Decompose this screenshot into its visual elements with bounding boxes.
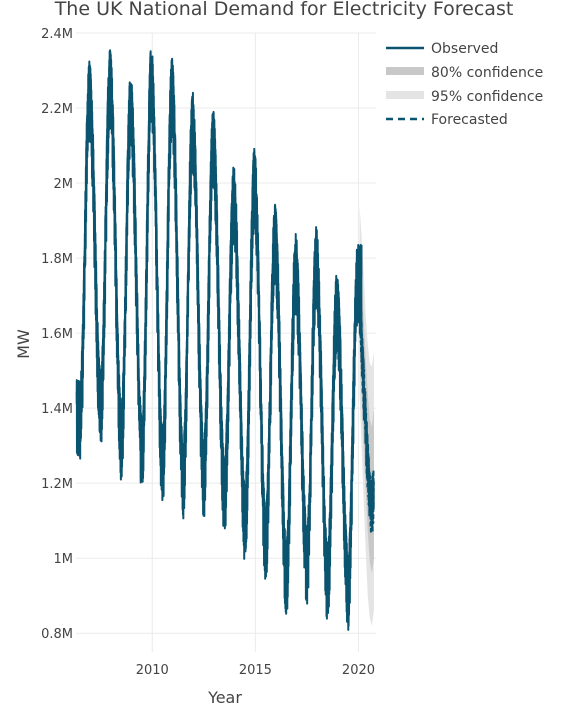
observed-series-group bbox=[75, 49, 363, 631]
legend-80-confidence-label: 80% confidence bbox=[431, 65, 543, 81]
legend-observed-label: Observed bbox=[431, 41, 498, 57]
forecast-series-group bbox=[358, 272, 375, 534]
x-tick-label: 2015 bbox=[239, 663, 272, 678]
legend-95-confidence-swatch bbox=[386, 91, 424, 99]
legend-forecast-label: Forecasted bbox=[431, 112, 508, 128]
legend: Observed 80% confidence 95% confidence F… bbox=[386, 41, 543, 128]
observed-series-line bbox=[75, 49, 363, 631]
x-tick-label: 2020 bbox=[342, 663, 375, 678]
y-tick-label: 1.8M bbox=[41, 252, 73, 267]
x-axis-title: Year bbox=[207, 688, 242, 707]
y-tick-label: 1.2M bbox=[41, 477, 73, 492]
chart-title: The UK National Demand for Electricity F… bbox=[54, 0, 514, 20]
y-axis-title: MW bbox=[14, 329, 33, 359]
legend-95-confidence-label: 95% confidence bbox=[431, 89, 543, 105]
y-tick-label: 2.2M bbox=[41, 102, 73, 117]
y-tick-label: 1M bbox=[54, 552, 74, 567]
axes: 0.8M 1M 1.2M 1.4M 1.6M 1.8M 2M 2.2M 2.4M 2010 2015… bbox=[41, 27, 375, 678]
x-tick-label: 2010 bbox=[136, 663, 169, 678]
y-tick-label: 1.4M bbox=[41, 402, 73, 417]
y-tick-label: 2.4M bbox=[41, 27, 73, 42]
legend-80-confidence-swatch bbox=[386, 67, 424, 75]
y-tick-label: 0.8M bbox=[41, 627, 73, 642]
y-tick-label: 2M bbox=[54, 177, 74, 192]
y-tick-label: 1.6M bbox=[41, 327, 73, 342]
forecast-series-line bbox=[358, 272, 375, 534]
